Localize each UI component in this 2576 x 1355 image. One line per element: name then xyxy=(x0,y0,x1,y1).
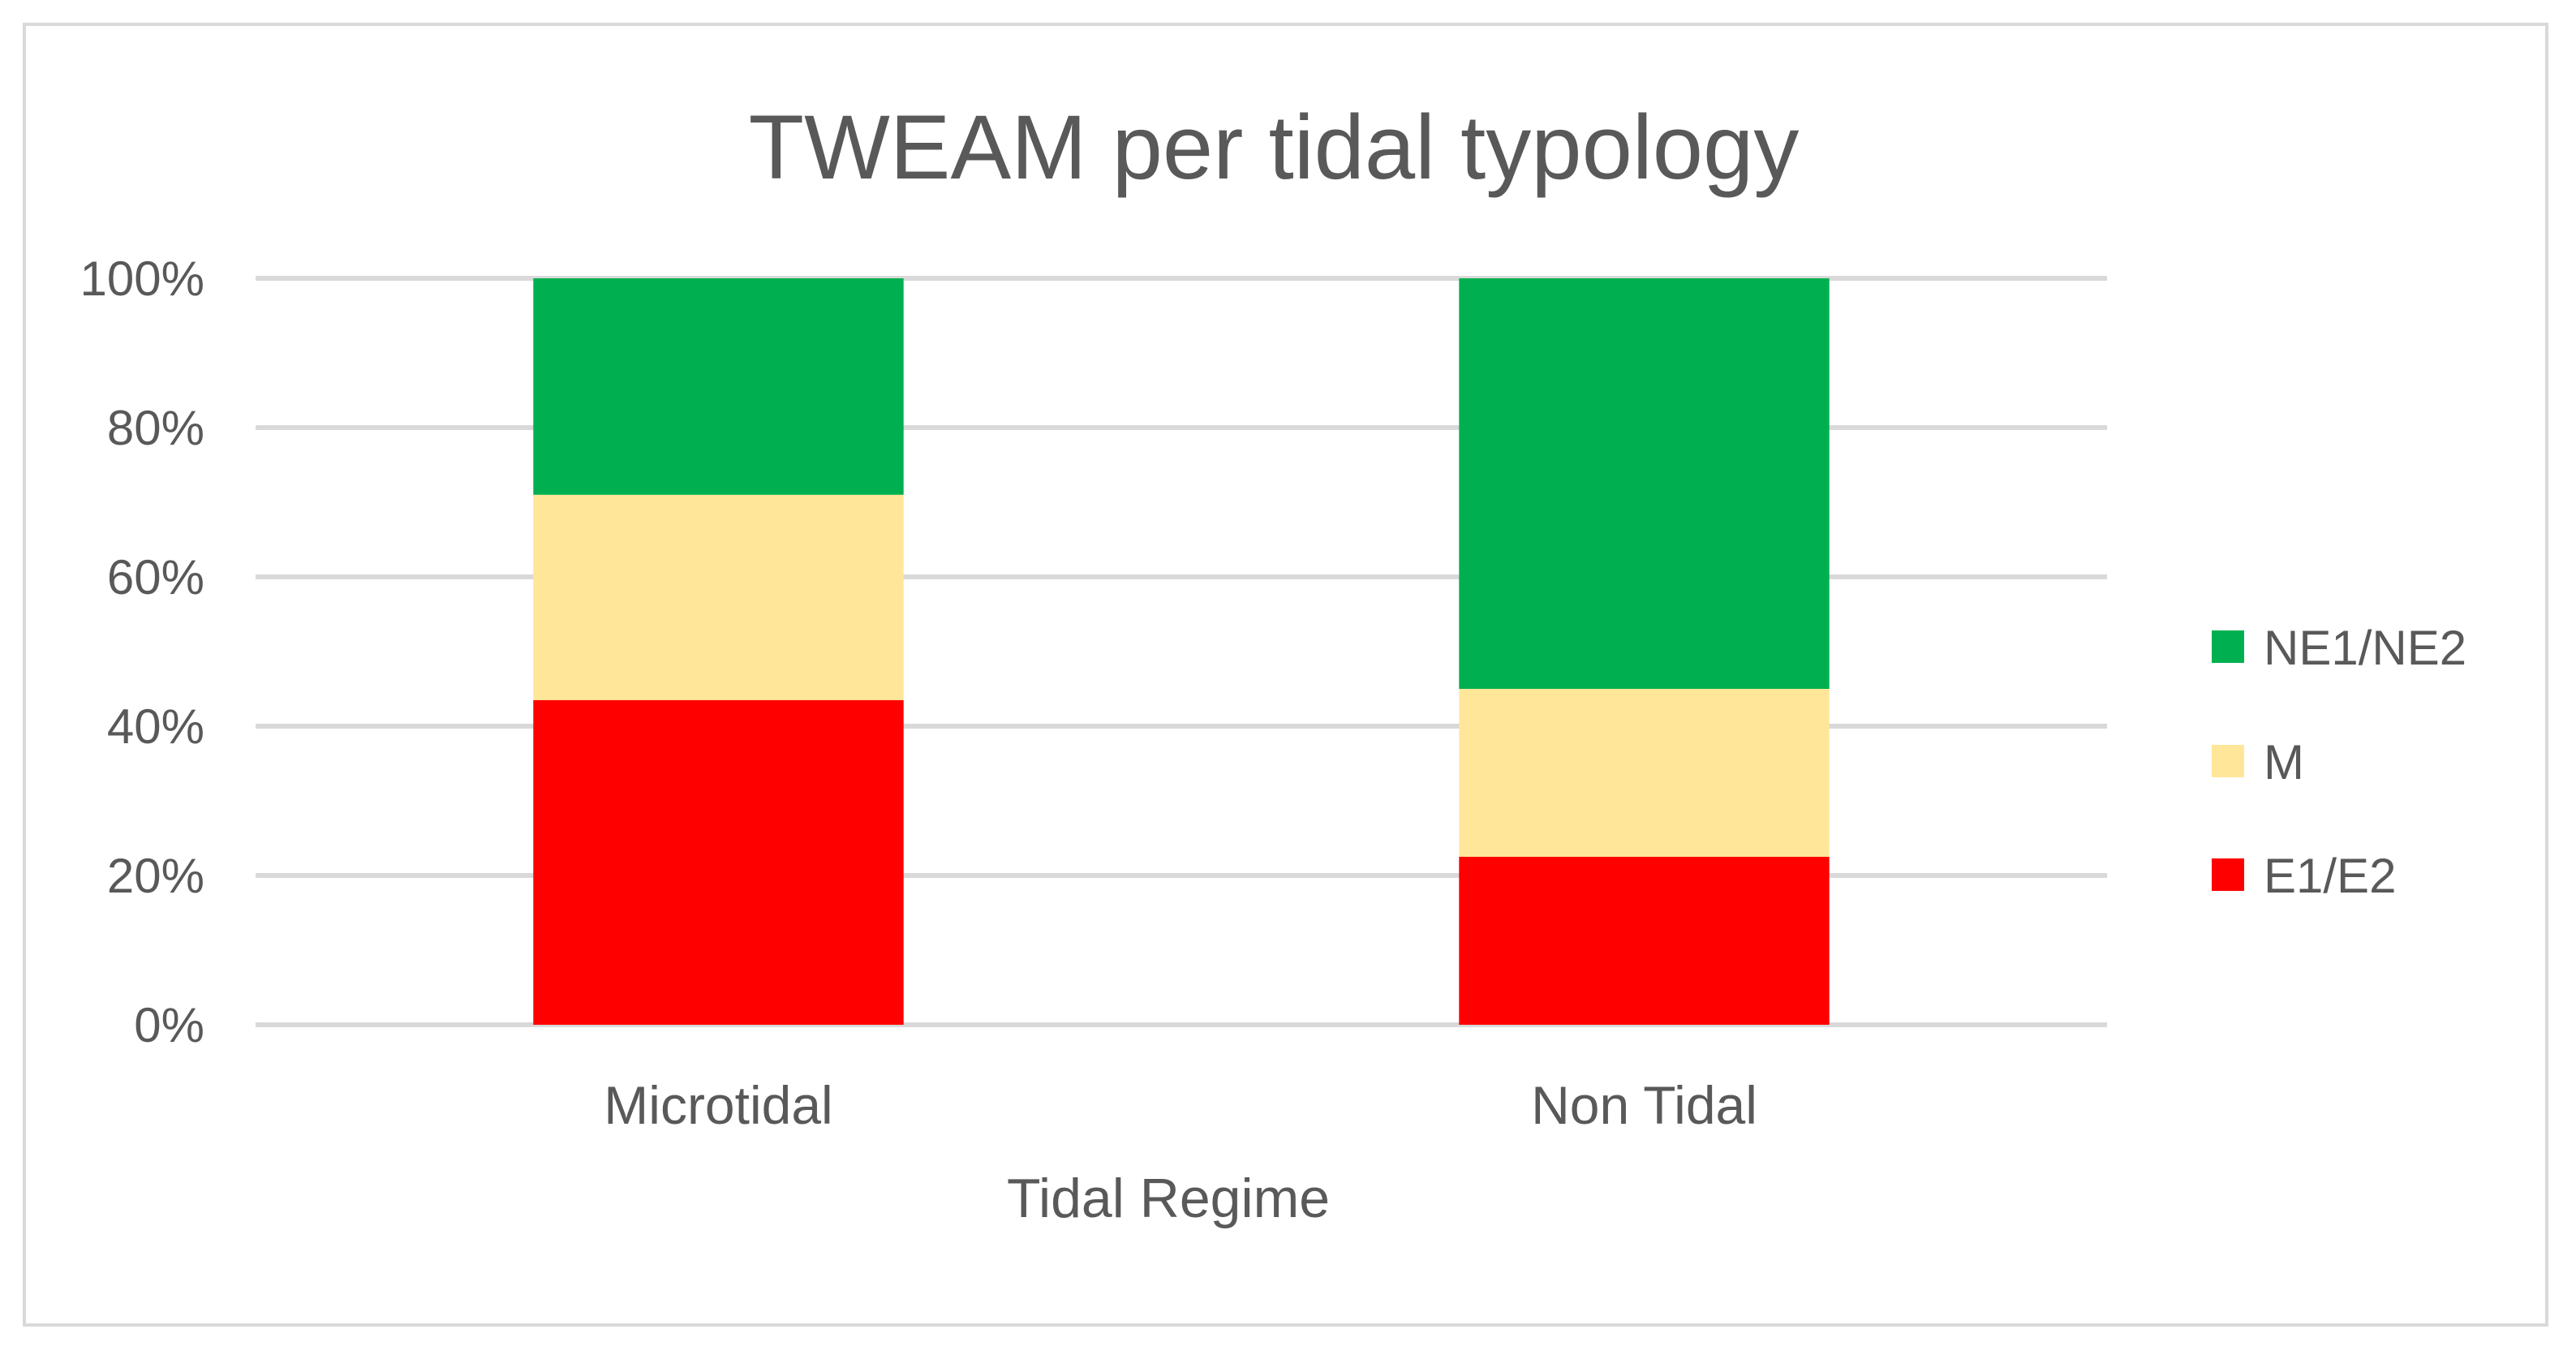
legend-label-ne1-ne2: NE1/NE2 xyxy=(2264,621,2466,675)
y-tick-label: 40% xyxy=(107,699,204,754)
y-tick-label: 20% xyxy=(107,849,204,903)
legend: NE1/NE2 M E1/E2 xyxy=(2212,621,2466,903)
x-category-label: Non Tidal xyxy=(1531,1075,1757,1135)
chart-canvas: TWEAM per tidal typology 0% 20% 40% 60% 80% 1… xyxy=(80,97,2467,1229)
y-tick-label: 60% xyxy=(107,550,204,604)
bars xyxy=(533,278,1830,1025)
bar-microtidal-m xyxy=(533,494,904,700)
bar-non-tidal-e1-e2 xyxy=(1459,857,1830,1025)
bar-microtidal-ne1-ne2 xyxy=(533,278,904,495)
chart-frame: TWEAM per tidal typology 0% 20% 40% 60% 80% 1… xyxy=(23,23,2548,1327)
legend-swatch-e1-e2 xyxy=(2212,858,2244,891)
bar-non-tidal-m xyxy=(1459,689,1830,857)
x-axis-categories: Microtidal Non Tidal xyxy=(604,1075,1757,1135)
y-axis-ticks: 0% 20% 40% 60% 80% 100% xyxy=(80,252,204,1052)
legend-swatch-m xyxy=(2212,745,2244,777)
y-tick-label: 80% xyxy=(107,401,204,455)
bar-microtidal-e1-e2 xyxy=(533,699,904,1025)
x-axis-title: Tidal Regime xyxy=(1007,1168,1330,1229)
legend-label-m: M xyxy=(2264,735,2304,789)
legend-label-e1-e2: E1/E2 xyxy=(2264,849,2396,903)
y-tick-label: 100% xyxy=(80,252,204,306)
y-tick-label: 0% xyxy=(134,998,204,1052)
x-category-label: Microtidal xyxy=(604,1075,832,1135)
bar-non-tidal-ne1-ne2 xyxy=(1459,278,1830,689)
chart-title: TWEAM per tidal typology xyxy=(749,97,1800,198)
legend-swatch-ne1-ne2 xyxy=(2212,630,2244,663)
